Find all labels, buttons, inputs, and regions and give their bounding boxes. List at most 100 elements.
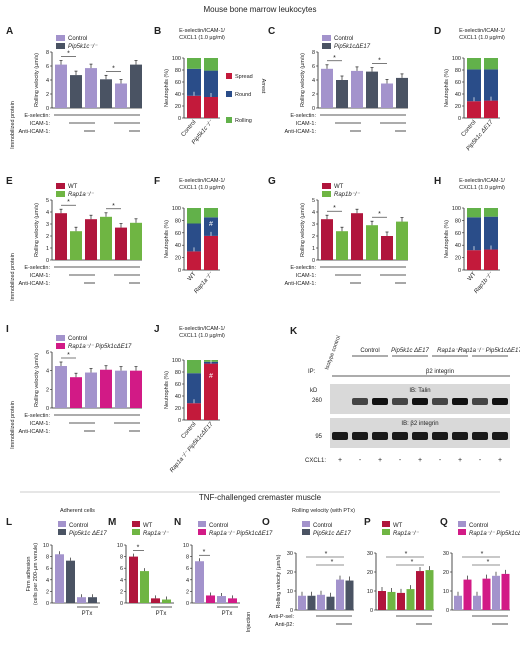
- bar: [396, 221, 408, 260]
- panel-letter: J: [154, 324, 160, 335]
- y-tick-label: 0: [312, 258, 315, 264]
- y-tick-label: 6: [46, 566, 49, 572]
- y-axis-label: Rolling velocity (µm/s): [34, 53, 40, 107]
- y-tick-label: 10: [443, 589, 449, 595]
- panel-H: H E-selectin/ICAM-1/CXCL1 (1.0 µg/ml) 100 8…: [434, 176, 505, 295]
- y-tick-label: 2: [46, 234, 49, 240]
- x-tick-label: WT: [467, 271, 478, 282]
- legend-label: Rap1a⁻/⁻: [393, 531, 420, 537]
- band: [392, 432, 408, 440]
- sig-marker: *: [378, 211, 381, 218]
- legend-swatch: [56, 191, 65, 197]
- cxcl1-sign: +: [498, 457, 502, 464]
- legend-swatch: [382, 521, 390, 527]
- bar: [381, 83, 393, 108]
- group-label: Pip5k1c ΔE17: [391, 348, 429, 354]
- sig-marker: *: [333, 205, 336, 212]
- panel-letter: E: [6, 176, 13, 187]
- panel-Q: Q 30 20 10 0 Control Rap1a⁻/⁻ Pip5k1cΔE17 **: [440, 517, 520, 625]
- y-tick-label: 0: [120, 601, 123, 607]
- panel-letter: C: [268, 26, 275, 37]
- y-tick-label: 6: [46, 64, 49, 70]
- panel-O: O 30 20 10 0 Rolling velocity (µm/s) Control Pi…: [246, 517, 354, 632]
- sig-marker: *: [112, 65, 115, 72]
- legend-label: WT: [334, 184, 344, 190]
- injection-title: Injection: [246, 612, 252, 633]
- legend-swatch: [322, 183, 331, 189]
- y-tick-label: 0: [370, 608, 373, 614]
- legend-label: Pip5k1c ΔE17: [313, 531, 351, 537]
- panel-letter: O: [262, 517, 270, 528]
- y-tick-label: 0: [46, 601, 49, 607]
- y-axis-label: Neutrophils (%): [164, 371, 170, 409]
- y-tick-label: 20: [443, 570, 449, 576]
- treatment-label: Anti-ICAM-1:: [19, 281, 51, 287]
- y-tick-label: 0: [446, 608, 449, 614]
- cxcl1-sign: -: [479, 457, 482, 464]
- legend-swatch: [198, 529, 206, 535]
- condition-label: CXCL1 (1.0 µg/ml): [179, 35, 225, 41]
- panel-P: P 30 20 10 0 WT Rap1a⁻/⁻ **: [364, 517, 434, 625]
- treatment-label: Anti-ICAM-1:: [19, 429, 51, 435]
- stack-segment: [467, 58, 481, 70]
- y-tick-label: 40: [175, 394, 181, 400]
- y-tick-label: 40: [175, 243, 181, 249]
- y-axis-label: Neutrophils (%): [164, 69, 170, 107]
- band: [392, 398, 408, 405]
- y-tick-label: 5: [312, 198, 315, 204]
- panel-letter: F: [154, 176, 160, 187]
- legend-swatch: [226, 91, 232, 97]
- condition-label: E-selectin/ICAM-1/: [179, 28, 225, 34]
- bar: [381, 236, 393, 260]
- sig-marker: *: [481, 551, 484, 558]
- y-tick-label: 80: [175, 68, 181, 74]
- panel-letter: L: [6, 517, 12, 528]
- band: [372, 398, 388, 405]
- condition-label: E-selectin/ICAM-1/: [459, 28, 505, 34]
- y-tick-label: 0: [186, 601, 189, 607]
- y-tick-label: 10: [43, 543, 49, 549]
- panel-F: F E-selectin/ICAM-1/CXCL1 (1.0 µg/ml) 100 8…: [154, 176, 225, 295]
- panel-G: G 5 4 3 2 1 0 Rolling velocity (µm/s) WT Rap1b⁻/⁻…: [268, 176, 408, 287]
- y-axis-label: Neutrophils (%): [444, 69, 450, 107]
- y-tick-label: 40: [175, 92, 181, 98]
- panel-letter: D: [434, 26, 441, 37]
- treatment-label: ICAM-1:: [30, 121, 51, 127]
- ptx-label: PTx: [156, 611, 167, 617]
- bar: [482, 578, 491, 610]
- legend-label: Control: [469, 523, 488, 529]
- bar: [100, 79, 112, 108]
- y-tick-label: 10: [183, 543, 189, 549]
- bar: [406, 589, 415, 610]
- injection-label: Anti-P-sel:: [269, 614, 295, 620]
- y-tick-label: 20: [367, 570, 373, 576]
- y-tick-label: 0: [46, 258, 49, 264]
- legend-label: Control: [68, 36, 87, 42]
- sig-marker: *: [333, 55, 336, 62]
- legend-swatch: [302, 521, 310, 527]
- y-tick-label: 60: [175, 231, 181, 237]
- y-tick-label: 4: [46, 78, 49, 84]
- y-tick-label: 4: [46, 210, 49, 216]
- group-label: Rap1a⁻/⁻: [437, 348, 464, 354]
- bar: [454, 595, 462, 610]
- panel-I: I 6 4 2 0 Rolling velocity (µm/s) Control Rap1a…: [6, 324, 142, 449]
- y-tick-label: 60: [455, 231, 461, 237]
- group-label: Rap1a⁻/⁻ Pip5k1cΔE17: [458, 348, 520, 354]
- band: [412, 432, 428, 440]
- y-tick-label: 5: [46, 198, 49, 204]
- cxcl1-sign: -: [359, 457, 362, 464]
- bar: [217, 596, 226, 603]
- legend-swatch: [226, 117, 232, 123]
- injection-label: Anti-β2:: [275, 622, 295, 628]
- legend-swatch: [56, 43, 65, 49]
- bar: [336, 231, 348, 260]
- y-tick-label: 20: [287, 570, 293, 576]
- y-tick-label: 30: [367, 551, 373, 557]
- ib-talin-label: IB: Talin: [409, 388, 430, 394]
- side-label: Immobilized protein: [10, 401, 16, 449]
- legend-swatch: [58, 521, 66, 527]
- y-axis-label: Rolling velocity (µm/s): [34, 353, 40, 407]
- bar: [70, 75, 82, 108]
- y-tick-label: 6: [46, 350, 49, 356]
